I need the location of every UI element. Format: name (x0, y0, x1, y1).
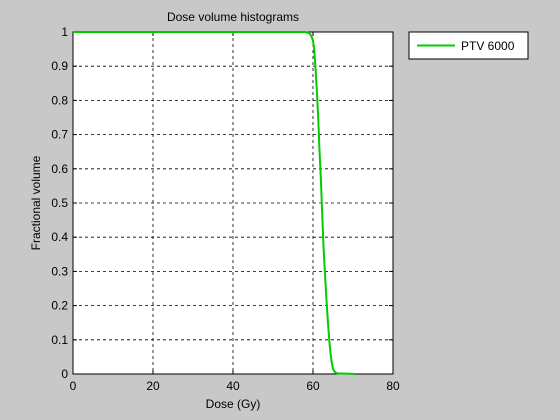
y-tick-label: 0.4 (51, 230, 68, 244)
y-axis-label: Fractional volume (29, 155, 43, 250)
series-line (73, 31, 356, 375)
y-tick-label: 0.5 (51, 196, 68, 210)
x-tick-label: 0 (70, 379, 77, 393)
y-tick-label: 0.2 (51, 299, 68, 313)
y-tick-label: 0 (61, 367, 68, 381)
y-tick-label: 0.1 (51, 333, 68, 347)
grid (73, 32, 393, 374)
legend: PTV 6000 (408, 31, 529, 60)
y-tick-label: 1 (61, 25, 68, 39)
chart-title: Dose volume histograms (167, 10, 299, 24)
y-tick-label: 0.8 (51, 93, 68, 107)
y-tick-label: 0.6 (51, 162, 68, 176)
ticks: 0 20 40 60 80 0 0.1 0.2 0.3 0.4 0.5 0.6 0.7 0.8 0.9 1 (51, 25, 400, 393)
y-tick-label: 0.3 (51, 264, 68, 278)
y-tick-label: 0.7 (51, 128, 68, 142)
x-tick-label: 60 (306, 379, 320, 393)
x-tick-label: 20 (146, 379, 160, 393)
legend-label: PTV 6000 (461, 39, 515, 53)
x-tick-label: 40 (226, 379, 240, 393)
series-group (73, 31, 356, 375)
x-axis-label: Dose (Gy) (206, 397, 261, 411)
x-tick-label: 80 (386, 379, 400, 393)
y-tick-label: 0.9 (51, 59, 68, 73)
